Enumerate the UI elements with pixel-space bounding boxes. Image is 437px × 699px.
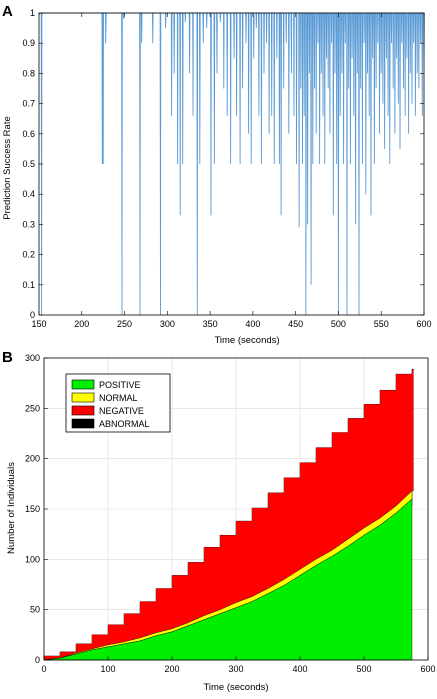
x-tick-label: 600 [420, 664, 435, 674]
y-tick-label: 50 [30, 605, 40, 615]
y-tick-label: 0 [30, 310, 35, 320]
legend-label-positive: POSITIVE [99, 380, 141, 390]
y-tick-label: 0.4 [22, 189, 35, 199]
panel-b-ylabel: Number of Individuals [6, 462, 17, 554]
y-tick-label: 300 [25, 353, 40, 363]
panel-a-chart: 150 200 250 300 350 400 450 500 550 600 0 0.1 0.2 0.3… [22, 8, 431, 329]
panel-a-ylabel: Prediction Success Rate [2, 116, 13, 220]
x-tick-label: 200 [74, 319, 89, 329]
legend-swatch-negative [71, 405, 95, 416]
x-tick-label: 150 [31, 319, 46, 329]
y-tick-label: 0.9 [22, 38, 35, 48]
panel-b-legend: POSITIVE NORMAL NEGATIVE ABNORMAL [65, 373, 171, 433]
x-tick-label: 550 [374, 319, 389, 329]
y-tick-label: 150 [25, 504, 40, 514]
legend-label-abnormal: ABNORMAL [99, 419, 150, 429]
panel-b-xlabel: Time (seconds) [203, 682, 268, 693]
x-tick-label: 600 [416, 319, 431, 329]
legend-swatch-positive [71, 379, 95, 390]
x-tick-label: 400 [292, 664, 307, 674]
y-tick-label: 1 [30, 8, 35, 18]
y-tick-label: 0.7 [22, 99, 35, 109]
prediction-series-line [39, 12, 425, 316]
x-tick-label: 400 [245, 319, 260, 329]
y-tick-label: 200 [25, 454, 40, 464]
y-tick-label: 0.2 [22, 250, 35, 260]
y-tick-label: 0.8 [22, 68, 35, 78]
x-tick-label: 300 [160, 319, 175, 329]
y-tick-label: 0.3 [22, 219, 35, 229]
y-tick-label: 0.5 [22, 159, 35, 169]
legend-label-normal: NORMAL [99, 393, 138, 403]
panel-b-chart: 0 100 200 300 400 500 600 0 50 100 150 200 250 300 [25, 353, 436, 674]
x-tick-label: 250 [117, 319, 132, 329]
y-tick-label: 100 [25, 554, 40, 564]
legend-swatch-normal [71, 392, 95, 403]
y-tick-label: 0.6 [22, 129, 35, 139]
x-tick-label: 450 [288, 319, 303, 329]
x-tick-label: 300 [228, 664, 243, 674]
panel-a-xlabel: Time (seconds) [214, 335, 279, 346]
x-tick-label: 500 [356, 664, 371, 674]
panel-label-a: A [2, 3, 13, 20]
x-tick-label: 350 [203, 319, 218, 329]
y-tick-label: 0 [35, 655, 40, 665]
x-tick-label: 500 [331, 319, 346, 329]
y-tick-label: 250 [25, 403, 40, 413]
area-negative [44, 370, 414, 660]
legend-label-negative: NEGATIVE [99, 406, 144, 416]
panel-label-b: B [2, 349, 13, 366]
x-tick-label: 0 [41, 664, 46, 674]
legend-swatch-abnormal [71, 418, 95, 429]
x-tick-label: 200 [164, 664, 179, 674]
y-tick-label: 0.1 [22, 280, 35, 290]
x-tick-label: 100 [100, 664, 115, 674]
